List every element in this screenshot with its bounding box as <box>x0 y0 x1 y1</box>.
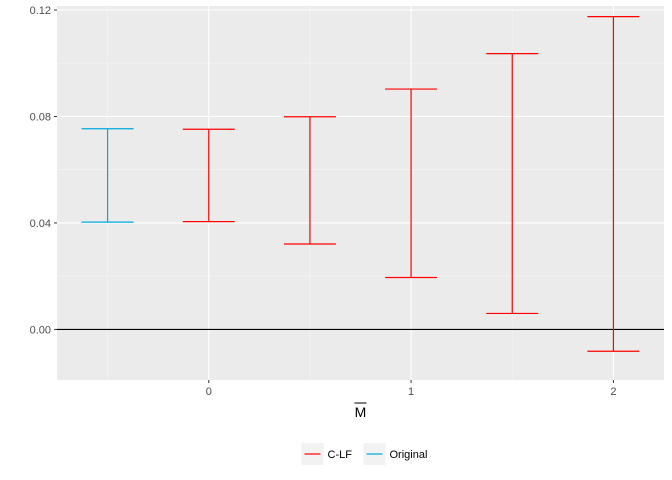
error-bar-c-lf <box>486 53 539 315</box>
error-bars <box>81 16 640 352</box>
legend-item-c-lf: C-LF <box>301 443 353 465</box>
legend: C-LF Original <box>301 443 428 465</box>
y-axis: 0.00 0.04 0.08 0.12 <box>30 5 57 336</box>
legend-label: Original <box>390 449 428 461</box>
x-axis-title-group: M <box>354 402 367 420</box>
x-axis-title: M <box>355 404 367 420</box>
error-bar-c-lf <box>182 128 235 223</box>
y-tick-label: 0.12 <box>30 5 51 17</box>
y-tick-label: 0.04 <box>30 218 51 230</box>
error-bar-c-lf <box>587 16 640 352</box>
plot-panel <box>57 6 664 380</box>
error-bar-c-lf <box>385 88 438 279</box>
y-tick-label: 0.08 <box>30 111 51 123</box>
error-bar-original <box>81 128 134 223</box>
x-tick-label: 1 <box>408 386 414 398</box>
legend-label: C-LF <box>328 449 353 461</box>
x-tick-label: 0 <box>206 386 212 398</box>
x-axis: 0 1 2 <box>206 380 616 398</box>
legend-item-original: Original <box>363 443 428 465</box>
y-tick-label: 0.00 <box>30 324 51 336</box>
error-bar-c-lf <box>283 116 336 245</box>
x-tick-label: 2 <box>610 386 616 398</box>
